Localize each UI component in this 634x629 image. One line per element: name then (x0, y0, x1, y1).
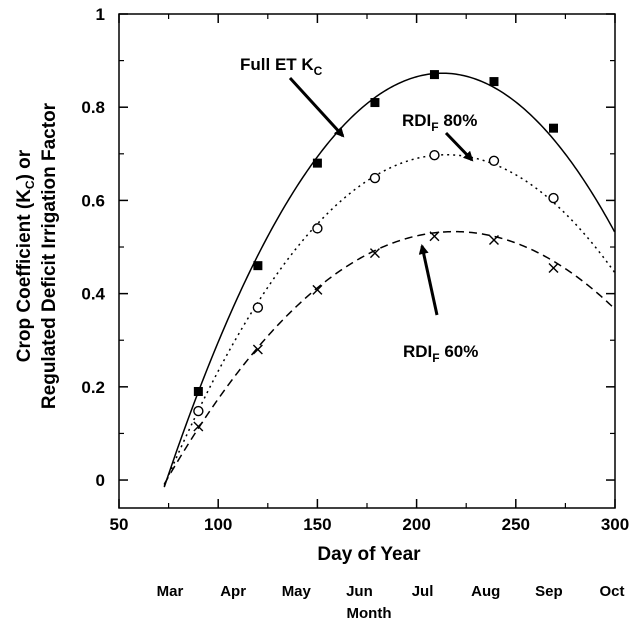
anno-main: Full ET K (240, 55, 314, 74)
marker-rdi-80 (312, 223, 323, 234)
marker-x-stroke (429, 231, 440, 242)
annotation-full-et-arrow (288, 76, 345, 138)
marker-rdi-60 (369, 248, 380, 259)
month-label-jun: Jun (346, 583, 373, 600)
marker-rdi-60 (429, 231, 440, 242)
y-tick-label: 0.4 (81, 285, 105, 304)
month-label-oct: Oct (599, 583, 624, 600)
marker-rdi-60 (252, 344, 263, 355)
marker-full-et (429, 70, 439, 80)
marker-x-stroke (193, 421, 204, 432)
x-tick-label: 300 (601, 515, 629, 534)
series-markers (193, 70, 559, 432)
x-tick-label: 200 (402, 515, 430, 534)
annotation-rdi-80-label: RDIF 80% (402, 111, 477, 134)
marker-full-et (312, 158, 322, 168)
marker-rdi-80 (193, 405, 204, 417)
y-axis-title-line2: Regulated Deficit Irrigation Factor (39, 102, 60, 409)
curve-full-et (163, 72, 616, 488)
anno-main: RDI (402, 111, 431, 130)
anno-rest: 60% (440, 342, 479, 361)
annotation-rdi-60-arrow (418, 244, 439, 316)
marker-x-stroke (252, 344, 263, 355)
annotation-rdi-60-label: RDIF 60% (403, 342, 478, 365)
axes-group: 50 100 150 200 250 300 0 0.2 0.4 0.6 0.8 1 Mar Apr May… (81, 5, 629, 600)
x-tick-label: 50 (110, 515, 129, 534)
marker-rdi-80 (488, 155, 500, 167)
marker-rdi-60 (193, 421, 204, 432)
marker-x-stroke (312, 284, 323, 295)
y-tick-label: 1 (96, 5, 105, 24)
month-label-sep: Sep (535, 583, 563, 600)
curve-rdi-60 (163, 230, 616, 485)
annotation-full-et-label: Full ET KC (240, 55, 323, 78)
marker-full-et (193, 386, 203, 396)
month-label-jul: Jul (412, 583, 434, 600)
marker-rdi-80 (548, 192, 559, 204)
annotation-rdi-80-arrow (444, 131, 474, 162)
marker-x-stroke (369, 248, 380, 259)
marker-full-et (370, 98, 380, 108)
marker-rdi-60 (548, 262, 559, 273)
marker-rdi-80 (429, 150, 440, 161)
marker-rdi-60 (488, 235, 499, 246)
y-tick-label: 0 (96, 471, 105, 490)
x-tick-label: 100 (204, 515, 232, 534)
marker-rdi-60 (312, 284, 323, 295)
y-tick-label: 0.6 (81, 191, 105, 210)
curve-rdi-80 (163, 153, 616, 486)
y-axis-title-line1: Crop Coefficient (KC) or (14, 149, 37, 362)
month-label-mar: Mar (157, 583, 184, 600)
anno-sub: F (431, 120, 438, 134)
series-curves (163, 72, 616, 488)
y-tick-label: 0.8 (81, 98, 105, 117)
marker-rdi-80 (252, 302, 264, 313)
anno-sub: F (432, 351, 439, 365)
x-axis-title: Day of Year (317, 544, 421, 565)
marker-x-stroke (488, 235, 499, 246)
month-label-may: May (282, 583, 312, 600)
month-label-apr: Apr (220, 583, 246, 600)
anno-rest: 80% (439, 111, 478, 130)
marker-x-stroke (548, 262, 559, 273)
x-tick-label: 150 (303, 515, 331, 534)
month-axis-title: Month (347, 605, 392, 622)
month-label-aug: Aug (471, 583, 500, 600)
marker-full-et (489, 77, 499, 87)
anno-sub: C (314, 64, 323, 78)
x-tick-label: 250 (502, 515, 530, 534)
plot-frame (118, 13, 616, 509)
y-tick-label: 0.2 (81, 378, 105, 397)
marker-rdi-80 (369, 172, 381, 184)
anno-main: RDI (403, 342, 432, 361)
marker-full-et (253, 261, 263, 271)
marker-full-et (548, 123, 558, 133)
